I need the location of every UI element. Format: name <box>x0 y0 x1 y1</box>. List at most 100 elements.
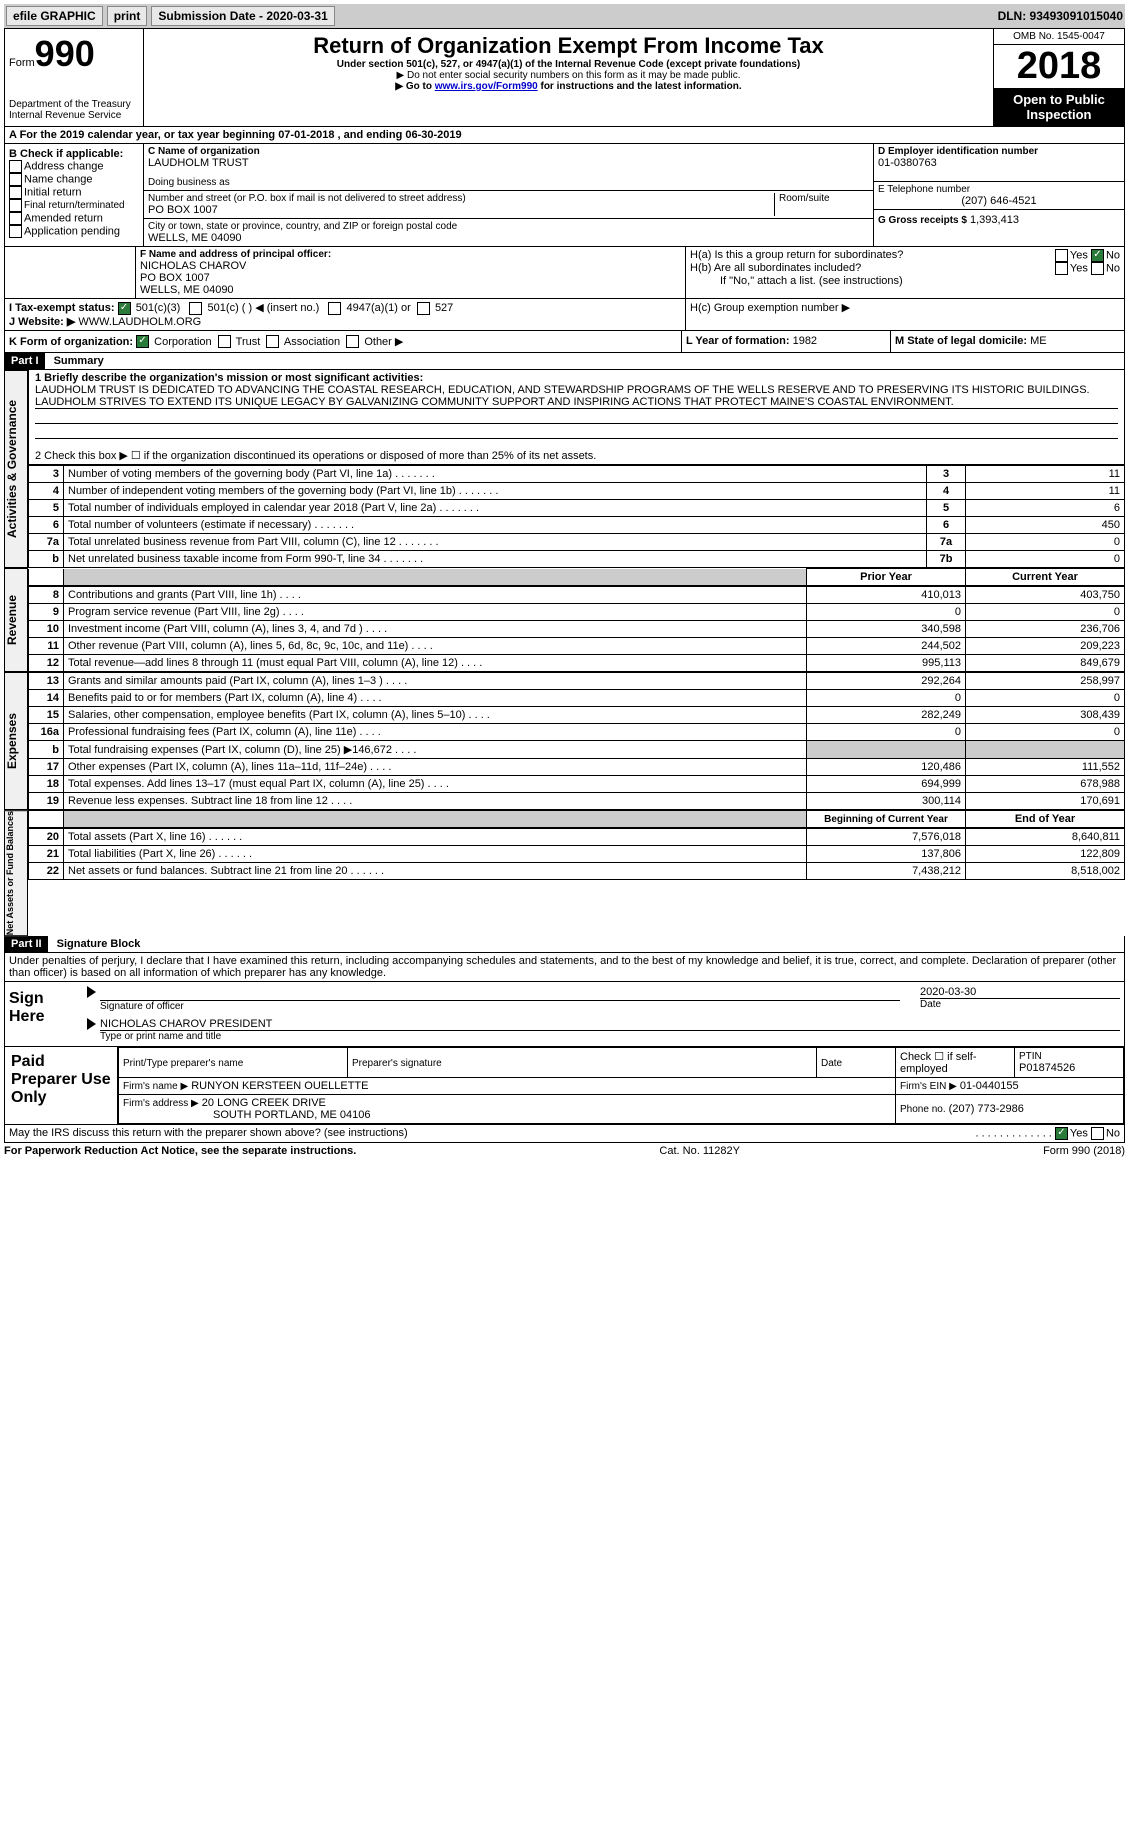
box-d-e-g: D Employer identification number 01-0380… <box>873 144 1124 246</box>
firm-addr1: 20 LONG CREEK DRIVE <box>202 1097 326 1109</box>
f-label: F Name and address of principal officer: <box>140 249 681 260</box>
opt-amended: Amended return <box>24 212 103 224</box>
side-governance: Activities & Governance <box>4 370 28 568</box>
table-row: 22Net assets or fund balances. Subtract … <box>29 863 1125 880</box>
print-button[interactable]: print <box>107 6 148 26</box>
hb-note: If "No," attach a list. (see instruction… <box>690 275 1120 287</box>
hb-no-checkbox[interactable] <box>1091 262 1104 275</box>
goto-post: for instructions and the latest informat… <box>538 81 742 92</box>
ha-no-checkbox[interactable]: ✓ <box>1091 249 1104 262</box>
amended-checkbox[interactable] <box>9 212 22 225</box>
l1-label: 1 Briefly describe the organization's mi… <box>35 372 1118 384</box>
box-h: H(a) Is this a group return for subordin… <box>686 247 1124 298</box>
discuss-no-checkbox[interactable] <box>1091 1127 1104 1140</box>
i-label: I Tax-exempt status: <box>9 302 115 314</box>
part2-title: Signature Block <box>51 936 147 952</box>
discuss-yes-checkbox[interactable]: ✓ <box>1055 1127 1068 1140</box>
footer: For Paperwork Reduction Act Notice, see … <box>4 1143 1125 1157</box>
period-row: A For the 2019 calendar year, or tax yea… <box>4 127 1125 144</box>
sig-date: 2020-03-30 <box>920 986 1120 999</box>
open-to-public: Open to Public Inspection <box>994 88 1124 126</box>
trust-checkbox[interactable] <box>218 335 231 348</box>
netassets-section: Net Assets or Fund Balances Beginning of… <box>4 810 1125 936</box>
table-row: bNet unrelated business taxable income f… <box>29 551 1125 568</box>
side-netassets: Net Assets or Fund Balances <box>4 810 28 936</box>
table-row: 3Number of voting members of the governi… <box>29 466 1125 483</box>
col-current: Current Year <box>966 569 1125 586</box>
box-c: C Name of organization LAUDHOLM TRUST Do… <box>144 144 873 246</box>
l2-label: 2 Check this box ▶ ☐ if the organization… <box>35 449 1118 462</box>
opt-pending: Application pending <box>24 225 120 237</box>
table-row: 18Total expenses. Add lines 13–17 (must … <box>29 776 1125 793</box>
527-checkbox[interactable] <box>417 302 430 315</box>
opt-501c: 501(c) ( ) ◀ (insert no.) <box>208 302 320 314</box>
opt-initial: Initial return <box>24 186 81 198</box>
opt-assoc: Association <box>284 336 340 348</box>
declaration: Under penalties of perjury, I declare th… <box>4 953 1125 982</box>
revenue-section: Revenue Prior Year Current Year 8Contrib… <box>4 568 1125 672</box>
dln-label: DLN: 93493091015040 <box>998 9 1123 23</box>
table-row: 13Grants and similar amounts paid (Part … <box>29 673 1125 690</box>
ha-yes-checkbox[interactable] <box>1055 249 1068 262</box>
tax-year: 2018 <box>994 45 1124 88</box>
opt-501c3: 501(c)(3) <box>136 302 181 314</box>
ptin-value: P01874526 <box>1019 1062 1119 1074</box>
final-checkbox[interactable] <box>9 199 22 212</box>
part1-header: Part I Summary <box>4 353 1125 370</box>
footer-left: For Paperwork Reduction Act Notice, see … <box>4 1145 356 1157</box>
table-row: 21Total liabilities (Part X, line 26) . … <box>29 846 1125 863</box>
paid-label: Paid Preparer Use Only <box>5 1047 118 1124</box>
website-value: WWW.LAUDHOLM.ORG <box>78 316 201 328</box>
officer-printed: NICHOLAS CHAROV PRESIDENT <box>100 1018 1120 1031</box>
other-checkbox[interactable] <box>346 335 359 348</box>
addr-change-checkbox[interactable] <box>9 160 22 173</box>
col-prior: Prior Year <box>807 569 966 586</box>
section-i-j: I Tax-exempt status: ✓ 501(c)(3) 501(c) … <box>4 299 1125 331</box>
phone-label-e: E Telephone number <box>878 184 1120 195</box>
name-change-checkbox[interactable] <box>9 173 22 186</box>
table-row: 15Salaries, other compensation, employee… <box>29 707 1125 724</box>
table-row: bTotal fundraising expenses (Part IX, co… <box>29 741 1125 759</box>
table-row: 5Total number of individuals employed in… <box>29 500 1125 517</box>
4947-checkbox[interactable] <box>328 302 341 315</box>
prep-date-label: Date <box>821 1058 842 1069</box>
opt-527: 527 <box>435 302 453 314</box>
irs-link[interactable]: www.irs.gov/Form990 <box>435 81 538 92</box>
l-label: L Year of formation: <box>686 335 790 347</box>
type-print-label: Type or print name and title <box>100 1031 1120 1042</box>
table-row: 7aTotal unrelated business revenue from … <box>29 534 1125 551</box>
preparer-table: Print/Type preparer's name Preparer's si… <box>118 1047 1124 1124</box>
discuss-no: No <box>1106 1128 1120 1140</box>
hb-yes-checkbox[interactable] <box>1055 262 1068 275</box>
table-row: 16aProfessional fundraising fees (Part I… <box>29 724 1125 741</box>
corp-checkbox[interactable]: ✓ <box>136 335 149 348</box>
initial-checkbox[interactable] <box>9 186 22 199</box>
501c3-checkbox[interactable]: ✓ <box>118 302 131 315</box>
table-row: 20Total assets (Part X, line 16) . . . .… <box>29 829 1125 846</box>
table-row: 17Other expenses (Part IX, column (A), l… <box>29 759 1125 776</box>
goto-note: ▶ Go to www.irs.gov/Form990 for instruct… <box>148 81 989 92</box>
table-row: 12Total revenue—add lines 8 through 11 (… <box>29 655 1125 672</box>
date-label: Date <box>920 999 1120 1010</box>
part2-tag: Part II <box>5 936 48 952</box>
opt-corp: Corporation <box>154 336 211 348</box>
phone-value: (207) 773-2986 <box>949 1103 1024 1115</box>
501c-checkbox[interactable] <box>189 302 202 315</box>
prep-sig-label: Preparer's signature <box>352 1058 442 1069</box>
ha-yes: Yes <box>1070 249 1088 261</box>
room-label: Room/suite <box>779 193 869 204</box>
hc-label: H(c) Group exemption number ▶ <box>690 301 1120 314</box>
assoc-checkbox[interactable] <box>266 335 279 348</box>
netassets-table: 20Total assets (Part X, line 16) . . . .… <box>28 828 1125 880</box>
j-label: J Website: ▶ <box>9 316 75 328</box>
side-expenses: Expenses <box>4 672 28 810</box>
discuss-label: May the IRS discuss this return with the… <box>9 1127 975 1140</box>
ssn-note: ▶ Do not enter social security numbers o… <box>148 70 989 81</box>
box-f: F Name and address of principal officer:… <box>136 247 686 298</box>
hb-no: No <box>1106 262 1120 274</box>
pending-checkbox[interactable] <box>9 225 22 238</box>
name-org-label: C Name of organization <box>148 146 869 157</box>
discuss-row: May the IRS discuss this return with the… <box>4 1125 1125 1143</box>
goto-pre: ▶ Go to <box>395 81 434 92</box>
opt-name: Name change <box>24 173 93 185</box>
